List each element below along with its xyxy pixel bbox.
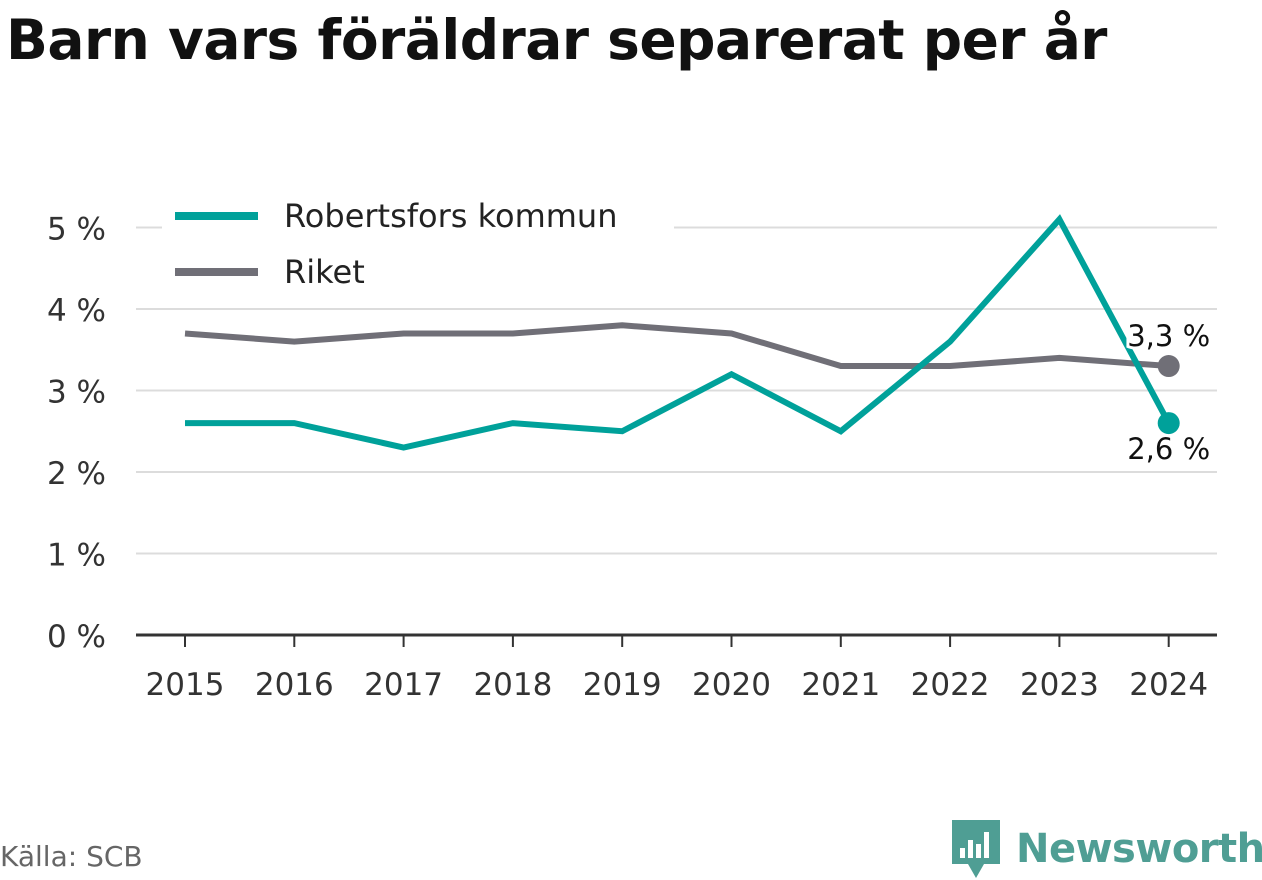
end-value-label: 3,3 % [1127, 319, 1210, 353]
series-line [184, 322, 1169, 370]
end-value-label: 2,6 % [1127, 432, 1210, 466]
legend: Robertsfors kommun Riket [162, 186, 674, 302]
legend-label: Riket [284, 253, 365, 291]
chart-title: Barn vars föräldrar separerat per år [6, 8, 1107, 72]
series-end-point [1157, 355, 1180, 378]
series-end-point [1157, 412, 1180, 435]
brand: Newsworthy [950, 818, 1262, 880]
y-axis-ticks: 0 % 1 % 2 % 3 % 4 % 5 % [47, 212, 106, 656]
y-tick-label: 0 % [47, 619, 106, 655]
y-tick-label: 2 % [47, 456, 106, 492]
brand-name: Newsworthy [1016, 826, 1262, 872]
x-tick-label: 2016 [255, 667, 334, 703]
line-chart: 0 %1 %2 %3 %4 %5 % 2015 2016 2017 2018 2019 2… [46, 186, 1217, 703]
x-tick-label: 2018 [473, 667, 552, 703]
series-lines [184, 214, 1180, 451]
x-tick-label: 2020 [692, 667, 771, 703]
x-tick-label: 2015 [146, 667, 225, 703]
end-labels: 2,6 % 3,3 % [1124, 316, 1213, 469]
newsworthy-logo-icon [952, 820, 1000, 878]
y-tick-label: 1 % [47, 538, 106, 574]
x-tick-label: 2024 [1129, 667, 1208, 703]
x-tick-label: 2022 [911, 667, 990, 703]
x-tick-label: 2017 [364, 667, 443, 703]
x-tick-label: 2019 [583, 667, 662, 703]
legend-label: Robertsfors kommun [284, 197, 617, 235]
y-tick-label: 3 % [47, 375, 106, 411]
x-tick-label: 2021 [801, 667, 880, 703]
grid-lines [136, 226, 1217, 555]
x-axis: 2015 2016 2017 2018 2019 2020 2021 2022 2023 2024 [136, 633, 1217, 703]
x-tick-label: 2023 [1020, 667, 1099, 703]
y-tick-label: 5 % [47, 212, 106, 248]
y-tick-label: 4 % [47, 293, 106, 329]
source-note: Källa: SCB [0, 840, 143, 873]
legend-background [162, 186, 674, 302]
series-line [185, 214, 1172, 451]
